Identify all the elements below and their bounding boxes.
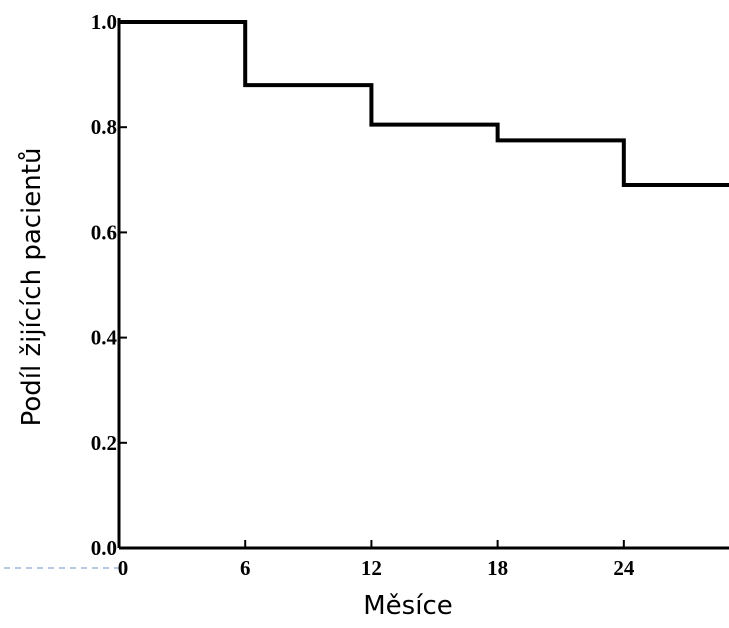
y-tick-label: 0.2 (91, 431, 117, 455)
y-tick-label: 0.6 (91, 220, 117, 244)
y-tick-label: 0.0 (91, 536, 117, 560)
y-axis-label: Podíl žijících pacientů (17, 148, 47, 427)
x-tick-label: 12 (361, 556, 382, 580)
y-tick-label: 1.0 (91, 10, 117, 34)
x-tick-label: 24 (613, 556, 635, 580)
y-tick-label: 0.8 (91, 115, 117, 139)
survival-step-line (119, 20, 729, 188)
x-axis-label: Měsíce (363, 591, 453, 621)
y-tick-label: 0.4 (91, 326, 118, 350)
x-tick-label: 6 (240, 556, 251, 580)
x-tick-label: 0 (118, 556, 129, 580)
x-tick-label: 18 (487, 556, 508, 580)
plot-area: 0.0 0.2 0.4 0.6 0.8 1.0 0 6 12 18 24 (91, 10, 729, 580)
